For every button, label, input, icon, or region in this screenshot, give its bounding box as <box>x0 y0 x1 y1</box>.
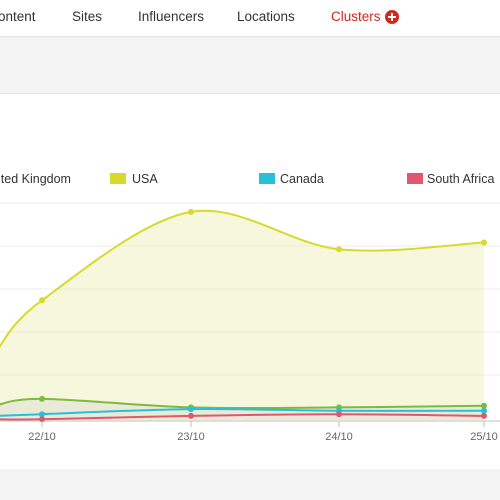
series-area <box>0 210 484 421</box>
chart-points <box>39 208 487 423</box>
nav-tab-clusters[interactable]: Clusters <box>331 9 381 24</box>
toolbar-band <box>0 37 500 93</box>
data-point[interactable] <box>39 411 45 418</box>
data-point[interactable] <box>481 412 487 419</box>
legend-swatch <box>407 173 423 184</box>
nav-tab-sites[interactable]: Sites <box>72 9 103 24</box>
legend-swatch <box>110 173 126 184</box>
data-point[interactable] <box>188 208 194 215</box>
data-point[interactable] <box>481 402 487 409</box>
series-line <box>0 209 485 348</box>
data-point[interactable] <box>188 406 194 413</box>
legend-item-south-africa[interactable]: South Africa <box>407 172 500 187</box>
x-tick-label: 23/10 <box>177 431 205 443</box>
data-point[interactable] <box>39 416 45 423</box>
data-point[interactable] <box>481 239 487 246</box>
legend-label: USA <box>132 172 158 186</box>
x-tick-label: 22/10 <box>28 431 56 443</box>
line-chart: 22/10 23/10 24/10 25/10 <box>0 202 500 443</box>
x-tick-label: 24/10 <box>325 431 353 443</box>
nav-tab-influencers[interactable]: Influencers <box>138 9 205 24</box>
nav-tab-locations[interactable]: Locations <box>237 9 295 24</box>
legend-label: South Africa <box>427 172 495 186</box>
legend-item-united-kingdom[interactable]: ited Kingdom <box>0 172 98 187</box>
legend-label: ited Kingdom <box>0 172 71 186</box>
data-point[interactable] <box>336 246 342 253</box>
x-tick-label: 25/10 <box>470 431 498 443</box>
data-point[interactable] <box>188 412 194 419</box>
data-point[interactable] <box>39 395 45 402</box>
x-axis: 22/10 23/10 24/10 25/10 <box>28 421 498 443</box>
chart-areas <box>0 210 484 421</box>
top-navigation: ontent Sites Influencers Locations Clust… <box>0 0 500 37</box>
legend-label: Canada <box>280 172 324 186</box>
chart-grid <box>0 202 500 422</box>
legend-item-canada[interactable]: Canada <box>259 172 339 187</box>
legend-swatch <box>259 173 275 184</box>
data-point[interactable] <box>39 297 45 304</box>
footer-band <box>0 469 500 500</box>
legend-item-usa[interactable]: USA <box>110 172 170 187</box>
data-point[interactable] <box>481 407 487 414</box>
plus-circle-icon[interactable] <box>385 10 399 24</box>
nav-tab-content[interactable]: ontent <box>0 9 36 24</box>
data-point[interactable] <box>336 411 342 418</box>
